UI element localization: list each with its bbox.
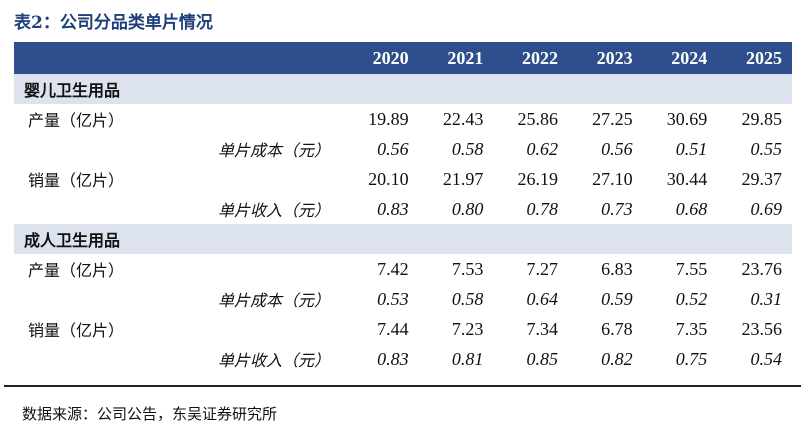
header-blank xyxy=(14,42,178,74)
cell-value: 23.76 xyxy=(741,258,783,279)
cell-value: 20.10 xyxy=(368,168,409,189)
cell-value: 0.80 xyxy=(451,198,484,219)
cell-value: 7.55 xyxy=(675,258,708,279)
cell-value: 0.69 xyxy=(750,198,783,219)
cell-value: 7.23 xyxy=(451,318,484,339)
row-sub-label: 单片收入（元） xyxy=(217,351,330,370)
group-name: 婴儿卫生用品 xyxy=(14,74,344,104)
cell-value: 7.42 xyxy=(377,258,409,279)
row-sub-label: 单片成本（元） xyxy=(217,141,330,160)
cell-value: 0.53 xyxy=(377,288,409,309)
cell-value: 21.97 xyxy=(442,168,484,189)
cell-value: 30.44 xyxy=(666,168,708,189)
cell-value: 6.83 xyxy=(601,258,633,279)
cell-value: 0.59 xyxy=(601,288,633,309)
cell-value: 22.43 xyxy=(442,108,484,129)
table-title: 表2：公司分品类单片情况 xyxy=(14,13,213,33)
cell-value: 0.73 xyxy=(601,198,633,219)
table-row: 单片收入（元） 0.83 0.80 0.78 0.73 0.68 0.69 xyxy=(14,194,792,224)
year-header: 2023 xyxy=(567,42,643,74)
cell-value: 26.19 xyxy=(517,168,558,189)
cell-value: 29.85 xyxy=(741,108,783,129)
table-row: 产量（亿片） 7.42 7.53 7.27 6.83 7.55 23.76 xyxy=(14,254,792,284)
year-header: 2020 xyxy=(344,42,419,74)
table-row: 单片成本（元） 0.53 0.58 0.64 0.59 0.52 0.31 xyxy=(14,284,792,314)
cell-value: 0.55 xyxy=(750,138,783,159)
row-label: 销量（亿片） xyxy=(28,171,125,190)
bottom-rule xyxy=(4,385,801,387)
cell-value: 7.35 xyxy=(675,318,708,339)
cell-value: 0.58 xyxy=(451,288,484,309)
table-row: 单片成本（元） 0.56 0.58 0.62 0.56 0.51 0.55 xyxy=(14,134,792,164)
row-sub-label: 单片成本（元） xyxy=(217,291,330,310)
row-sub-label: 单片收入（元） xyxy=(217,201,330,220)
header-blank xyxy=(178,42,344,74)
table-row: 销量（亿片） 20.10 21.97 26.19 27.10 30.44 29.… xyxy=(14,164,792,194)
cell-value: 0.58 xyxy=(451,138,484,159)
cell-value: 0.78 xyxy=(526,198,558,219)
cell-value: 0.83 xyxy=(377,198,409,219)
table-row: 销量（亿片） 7.44 7.23 7.34 6.78 7.35 23.56 xyxy=(14,314,792,344)
cell-value: 0.64 xyxy=(526,288,558,309)
cell-value: 0.82 xyxy=(601,348,633,369)
cell-value: 0.54 xyxy=(750,348,783,369)
cell-value: 0.85 xyxy=(526,348,558,369)
table-row: 单片收入（元） 0.83 0.81 0.85 0.82 0.75 0.54 xyxy=(14,344,792,374)
cell-value: 7.34 xyxy=(526,318,558,339)
header-row: 2020 2021 2022 2023 2024 2025 xyxy=(14,42,792,74)
cell-value: 7.27 xyxy=(526,258,558,279)
product-unit-table: 2020 2021 2022 2023 2024 2025 婴儿卫生用品 产量（… xyxy=(14,42,792,374)
year-header: 2022 xyxy=(493,42,568,74)
year-header: 2021 xyxy=(418,42,494,74)
cell-value: 27.25 xyxy=(592,108,633,129)
cell-value: 0.75 xyxy=(675,348,708,369)
cell-value: 7.53 xyxy=(451,258,484,279)
cell-value: 29.37 xyxy=(741,168,783,189)
row-label: 销量（亿片） xyxy=(28,321,125,340)
cell-value: 19.89 xyxy=(368,108,409,129)
group-header-row: 婴儿卫生用品 xyxy=(14,74,792,104)
row-label: 产量（亿片） xyxy=(28,261,125,280)
cell-value: 0.62 xyxy=(526,138,558,159)
cell-value: 0.56 xyxy=(601,138,633,159)
cell-value: 27.10 xyxy=(592,168,633,189)
cell-value: 23.56 xyxy=(741,318,783,339)
year-header: 2025 xyxy=(717,42,792,74)
cell-value: 0.56 xyxy=(377,138,409,159)
year-header: 2024 xyxy=(642,42,718,74)
cell-value: 0.31 xyxy=(750,288,783,309)
cell-value: 6.78 xyxy=(601,318,633,339)
row-label: 产量（亿片） xyxy=(28,111,125,130)
table-row: 产量（亿片） 19.89 22.43 25.86 27.25 30.69 29.… xyxy=(14,104,792,134)
cell-value: 0.81 xyxy=(451,348,484,369)
cell-value: 7.44 xyxy=(377,318,409,339)
cell-value: 25.86 xyxy=(517,108,558,129)
cell-value: 0.51 xyxy=(675,138,708,159)
cell-value: 0.68 xyxy=(675,198,708,219)
group-name: 成人卫生用品 xyxy=(14,224,344,254)
source-note: 数据来源：公司公告，东吴证券研究所 xyxy=(22,405,278,423)
cell-value: 0.83 xyxy=(377,348,409,369)
cell-value: 0.52 xyxy=(675,288,708,309)
group-header-row: 成人卫生用品 xyxy=(14,224,792,254)
cell-value: 30.69 xyxy=(666,108,708,129)
